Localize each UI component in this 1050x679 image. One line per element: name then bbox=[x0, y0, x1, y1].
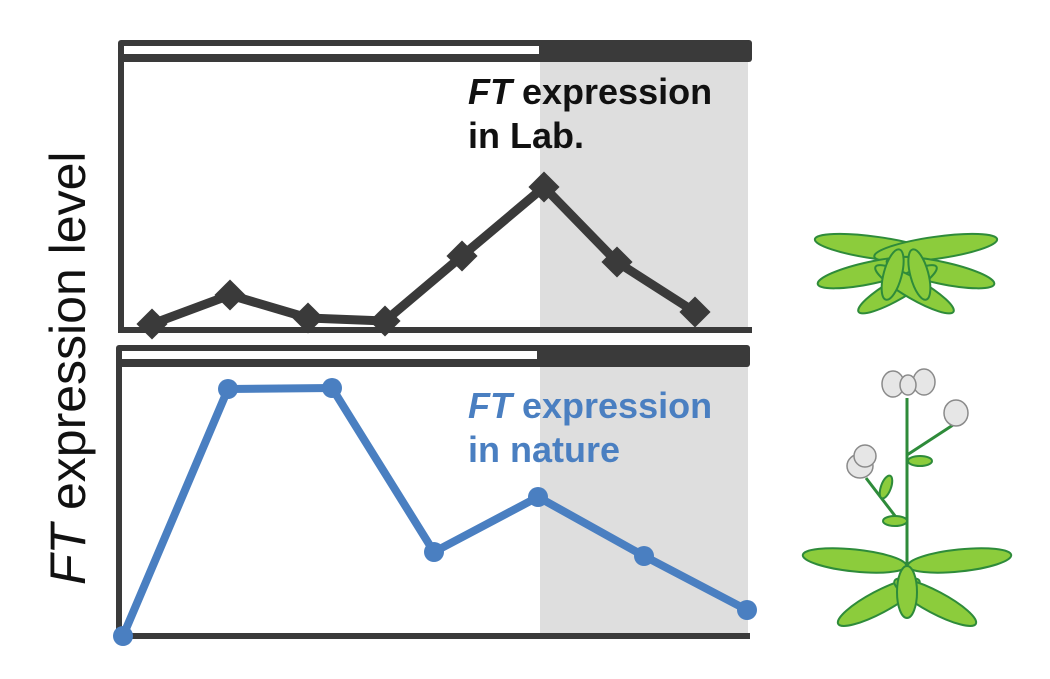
lab-series-label: FT expression in Lab. bbox=[468, 71, 713, 156]
nature-panel bbox=[113, 345, 757, 646]
y-axis-label: FT expression level bbox=[40, 151, 96, 585]
night-shade bbox=[540, 60, 748, 330]
lab-series-line bbox=[150, 182, 698, 329]
nature-series-label: FT expression in nature bbox=[468, 385, 713, 470]
flowering-plant-icon bbox=[801, 368, 1013, 627]
lab-panel bbox=[118, 40, 752, 340]
nature-markers bbox=[113, 378, 757, 646]
rosette-plant-icon bbox=[813, 232, 999, 315]
day-segment bbox=[122, 351, 537, 359]
day-segment bbox=[124, 46, 539, 54]
